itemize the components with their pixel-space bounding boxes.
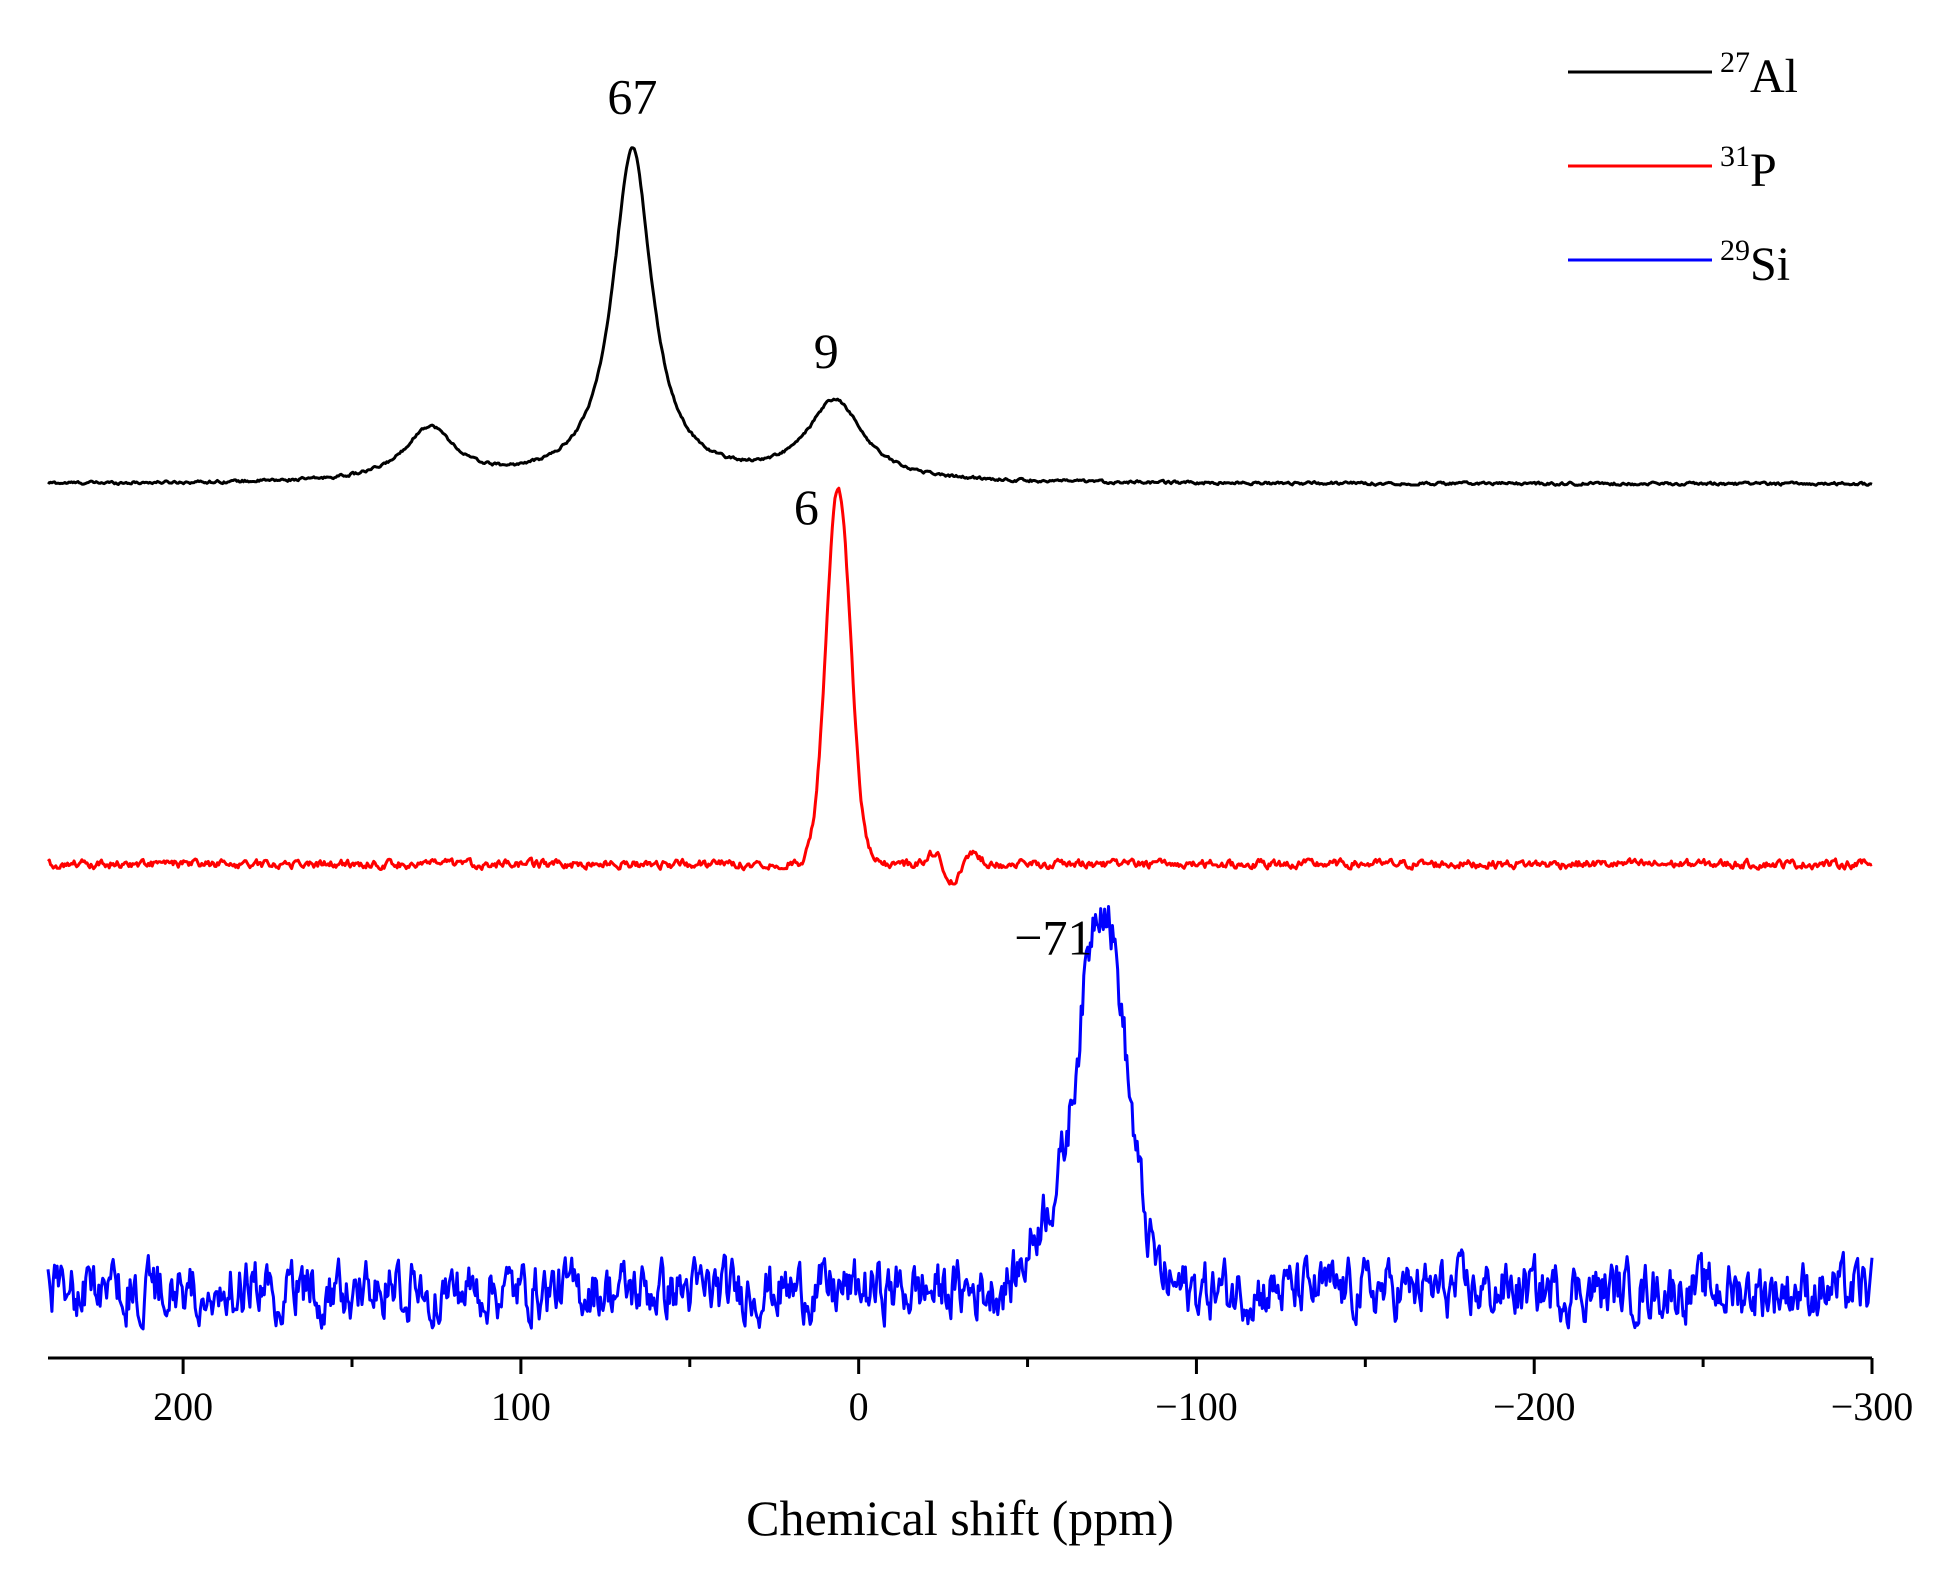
spectrum-traces	[46, 146, 1874, 1331]
legend-label: 31P	[1720, 140, 1777, 197]
x-ticks: 200 100 0 −100 −200 −300	[153, 1358, 1913, 1429]
trace-al	[47, 146, 1873, 487]
trace-p	[46, 486, 1873, 886]
x-tick-label: 100	[491, 1384, 551, 1429]
legend-item-al: 27Al	[1568, 46, 1798, 103]
legend: 27Al 31P 29Si	[1568, 46, 1798, 291]
x-tick-label: 200	[153, 1384, 213, 1429]
peak-label-p-0: 6	[794, 479, 819, 535]
legend-item-p: 31P	[1568, 140, 1777, 197]
peak-label-al-1: 9	[814, 323, 839, 379]
x-tick-label: −300	[1831, 1384, 1914, 1429]
peak-label-si-0: −71	[1014, 910, 1092, 966]
x-tick-label: 0	[849, 1384, 869, 1429]
legend-label: 29Si	[1720, 234, 1790, 291]
x-tick-label: −200	[1493, 1384, 1576, 1429]
peak-labels: 67 9 6 −71	[607, 69, 1092, 966]
trace-si	[46, 904, 1874, 1331]
x-axis: 200 100 0 −100 −200 −300 Chemical shift (ppm)	[48, 1356, 1913, 1546]
legend-label: 27Al	[1720, 46, 1798, 103]
x-axis-title: Chemical shift (ppm)	[746, 1490, 1174, 1546]
x-tick-label: −100	[1155, 1384, 1238, 1429]
legend-item-si: 29Si	[1568, 234, 1790, 291]
peak-label-al-0: 67	[607, 69, 657, 125]
